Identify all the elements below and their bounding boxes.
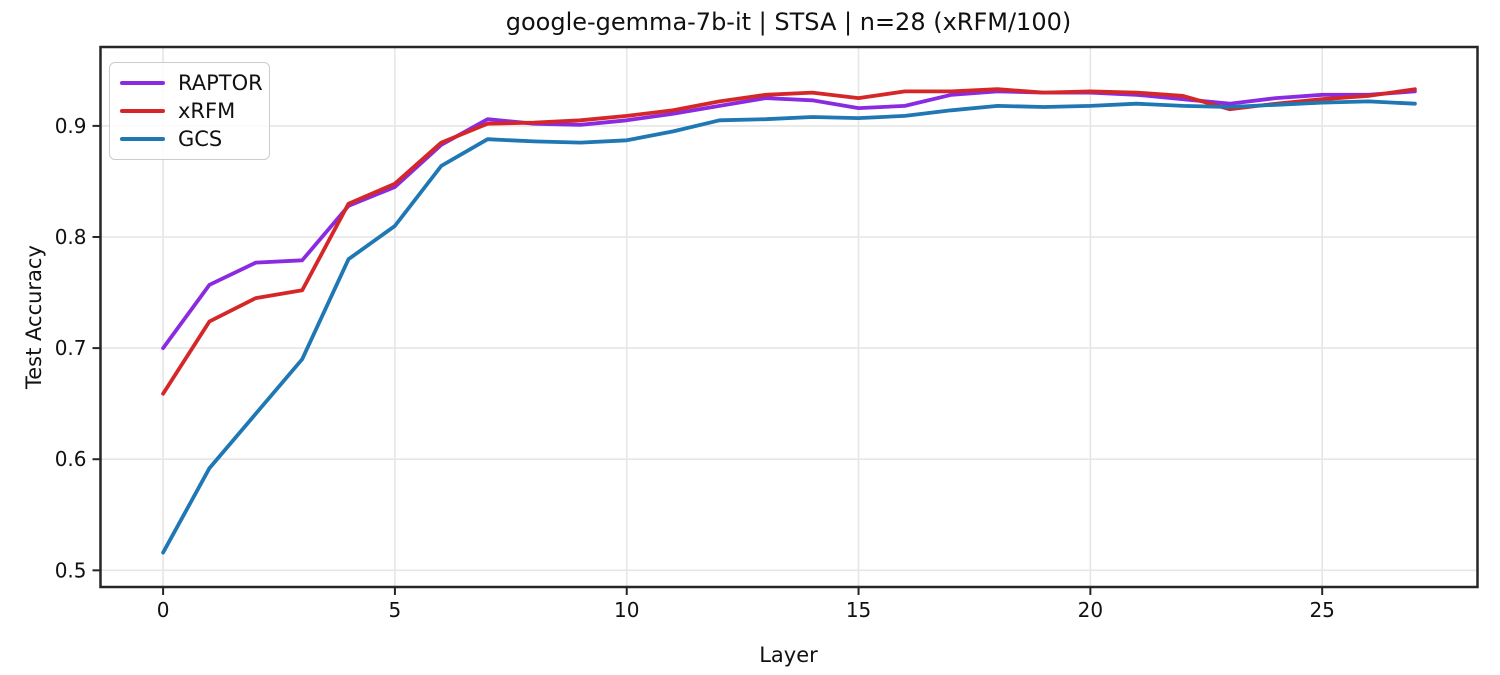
y-tick-label: 0.7 [55,336,87,360]
legend-item-gcs: GCS [120,126,259,151]
series-line-gcs [161,99,1417,555]
legend-item-raptor: RAPTOR [120,72,263,94]
y-tick-label: 0.8 [55,225,87,249]
legend-line-swatch [120,137,165,141]
x-tick-label: 5 [389,598,402,622]
x-tick-label: 20 [1078,598,1103,622]
y-tick-label: 0.5 [55,558,87,582]
legend-line-swatch [120,81,165,85]
plot-border [99,45,1479,589]
x-tick-label: 15 [846,598,871,622]
legend-label: xRFM [178,98,236,123]
x-tick-label: 0 [157,598,170,622]
legend-label: RAPTOR [178,70,263,95]
series-line-xrfm [161,87,1417,396]
series-line-raptor [161,89,1417,351]
legend-label: GCS [178,126,223,151]
x-tick-label: 10 [614,598,639,622]
legend: RAPTOR xRFM GCS [109,62,270,160]
x-tick-label: 25 [1309,598,1334,622]
x-axis-label: Layer [759,643,818,667]
legend-line-swatch [120,109,165,113]
legend-item-xrfm: xRFM [120,98,259,123]
chart-title: google-gemma-7b-it | STSA | n=28 (xRFM/1… [505,8,1072,36]
y-tick-label: 0.6 [55,447,87,471]
y-tick-label: 0.9 [55,114,87,138]
